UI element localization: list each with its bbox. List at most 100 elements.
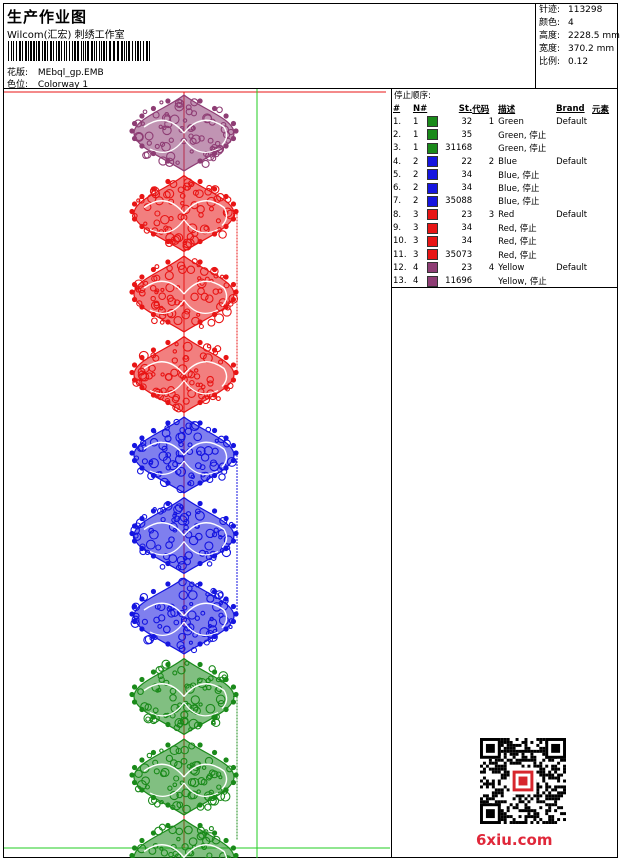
stop-number: 2. (393, 128, 413, 141)
stop-brand (556, 221, 592, 234)
stop-element (592, 128, 618, 141)
stop-brand (556, 168, 592, 181)
embroidery-motif (129, 176, 238, 252)
embroidery-motif (129, 337, 238, 413)
stop-brand: Default (556, 208, 592, 221)
stop-code (472, 142, 498, 155)
stop-table-header: # N# St. 代码 描述 Brand 元素 (393, 102, 618, 115)
stop-stitches: 34 (445, 221, 472, 234)
stop-swatch (427, 168, 445, 181)
color-swatch (427, 183, 438, 194)
embroidery-motif (129, 256, 238, 332)
stop-needle: 1 (413, 115, 427, 128)
stop-stitches: 32 (445, 115, 472, 128)
stop-brand: Default (556, 115, 592, 128)
stop-swatch (427, 115, 445, 128)
stop-code: 2 (472, 155, 498, 168)
stop-swatch (427, 208, 445, 221)
stop-code (472, 195, 498, 208)
color-swatch (427, 169, 438, 180)
color-swatch (427, 116, 438, 127)
color-swatch (427, 262, 438, 273)
stop-element (592, 235, 618, 248)
stop-stitches: 34 (445, 181, 472, 194)
stop-stitches: 35088 (445, 195, 472, 208)
stop-description: Blue (498, 155, 556, 168)
page-title: 生产作业图 (7, 6, 87, 27)
stop-number: 5. (393, 168, 413, 181)
stop-needle: 3 (413, 221, 427, 234)
stop-stitches: 35073 (445, 248, 472, 261)
stop-needle: 2 (413, 155, 427, 168)
stop-number: 11. (393, 248, 413, 261)
col-swatch (427, 102, 445, 115)
stop-needle: 4 (413, 275, 427, 288)
embroidery-motif (129, 417, 238, 493)
stop-swatch (427, 248, 445, 261)
stop-brand (556, 248, 592, 261)
stop-needle: 3 (413, 235, 427, 248)
stop-brand (556, 128, 592, 141)
stop-brand (556, 142, 592, 155)
embroidery-motif (129, 95, 238, 171)
stop-brand (556, 235, 592, 248)
stop-code: 3 (472, 208, 498, 221)
stop-stitches: 35 (445, 128, 472, 141)
color-swatch (427, 129, 438, 140)
stop-element (592, 155, 618, 168)
stop-code (472, 168, 498, 181)
stop-brand (556, 275, 592, 288)
stop-sequence-title: 停止顺序: (394, 89, 431, 101)
stop-number: 1. (393, 115, 413, 128)
color-swatch (427, 236, 438, 247)
stat-stitches: 针迹:113298 (536, 4, 617, 17)
stat-width: 宽度:370.2 mm (536, 43, 617, 56)
stop-code (472, 128, 498, 141)
stop-code: 1 (472, 115, 498, 128)
stop-needle: 4 (413, 261, 427, 274)
stop-brand: Default (556, 261, 592, 274)
stop-element (592, 208, 618, 221)
stop-description: Blue, 停止 (498, 195, 556, 208)
stop-code (472, 181, 498, 194)
color-swatch (427, 143, 438, 154)
stop-element (592, 195, 618, 208)
color-swatch (427, 156, 438, 167)
stop-needle: 2 (413, 181, 427, 194)
stop-description: Red, 停止 (498, 248, 556, 261)
col-description: 描述 (498, 102, 556, 115)
stop-code (472, 275, 498, 288)
stop-code: 4 (472, 261, 498, 274)
stop-stitches: 23 (445, 261, 472, 274)
stop-code (472, 221, 498, 234)
studio-name: Wilcom(汇宏) 刺绣工作室 (7, 26, 125, 41)
header: 生产作业图 Wilcom(汇宏) 刺绣工作室 花版: MEbql_gp.EMB … (4, 4, 616, 88)
stop-description: Yellow, 停止 (498, 275, 556, 288)
color-swatch (427, 209, 438, 220)
stop-number: 8. (393, 208, 413, 221)
stat-scale: 比例:0.12 (536, 56, 617, 69)
stop-stitches: 22 (445, 155, 472, 168)
stop-number: 12. (393, 261, 413, 274)
stop-code (472, 248, 498, 261)
stop-element (592, 181, 618, 194)
stop-number: 6. (393, 181, 413, 194)
stop-element (592, 221, 618, 234)
stat-height: 高度:2228.5 mm (536, 30, 617, 43)
design-preview (4, 89, 392, 858)
stop-element (592, 142, 618, 155)
stop-needle: 3 (413, 208, 427, 221)
stop-needle: 1 (413, 128, 427, 141)
stop-brand: Default (556, 155, 592, 168)
qr-code (480, 738, 566, 824)
stop-number: 9. (393, 221, 413, 234)
embroidery-motif (129, 498, 238, 574)
embroidery-motif (129, 820, 238, 859)
